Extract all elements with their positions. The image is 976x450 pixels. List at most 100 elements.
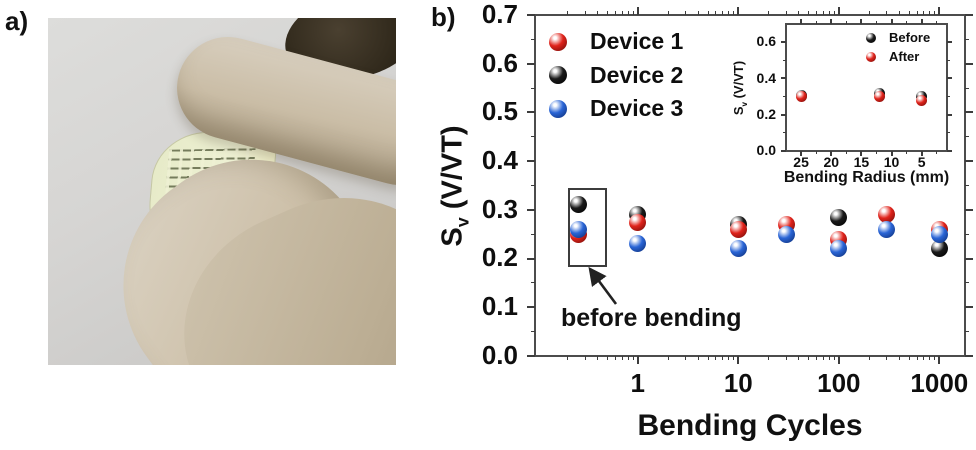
y-minor-tick xyxy=(965,233,969,235)
x-minor-tick xyxy=(828,11,830,15)
x-tick-label: 10 xyxy=(723,368,753,398)
bending-radius-inset: Sv (V/VT) Bending Radius (mm) 25 20 15 10 5 0… xyxy=(731,19,952,186)
y-major-tick xyxy=(781,41,786,44)
x-minor-tick xyxy=(614,11,616,15)
x-tick-label: 100 xyxy=(817,368,861,398)
y-minor-tick xyxy=(947,59,950,61)
x-minor-tick xyxy=(815,21,817,24)
x-minor-tick xyxy=(768,11,770,15)
inset-x-axis-label: Bending Radius (mm) xyxy=(783,169,950,186)
x-minor-tick xyxy=(936,151,938,154)
x-minor-tick xyxy=(886,356,888,360)
panel-b-label: b) xyxy=(431,2,456,32)
data-point-device-3 xyxy=(629,235,647,253)
x-minor-tick xyxy=(875,21,877,24)
x-minor-tick xyxy=(845,151,847,154)
y-tick-label: 0.5 xyxy=(481,96,518,127)
x-minor-tick xyxy=(607,356,608,360)
x-major-tick xyxy=(800,151,803,156)
x-minor-tick xyxy=(621,356,623,360)
inset-frame xyxy=(785,23,948,152)
data-point-device-3 xyxy=(878,220,896,238)
x-minor-tick xyxy=(808,356,810,360)
legend-marker-icon xyxy=(549,99,567,118)
y-tick-label: 0.0 xyxy=(481,339,518,370)
x-minor-tick xyxy=(875,151,877,154)
x-minor-tick xyxy=(898,356,900,360)
data-point-device-3 xyxy=(570,220,588,238)
y-tick-label: 0.0 xyxy=(756,142,776,159)
x-minor-tick xyxy=(768,356,770,360)
x-major-tick xyxy=(837,356,840,364)
y-major-tick xyxy=(965,111,973,114)
y-tick-label: 0.2 xyxy=(481,242,518,273)
x-minor-tick xyxy=(685,11,687,15)
y-tick-label: 0.3 xyxy=(481,193,518,224)
legend-label: Device 3 xyxy=(590,95,684,121)
x-minor-tick xyxy=(934,356,936,360)
data-point-device-2 xyxy=(930,240,948,258)
legend-label: Before xyxy=(889,30,931,45)
x-minor-tick xyxy=(685,356,687,360)
x-minor-tick xyxy=(934,11,936,15)
x-major-tick xyxy=(938,356,941,364)
x-major-tick xyxy=(890,151,893,156)
x-minor-tick xyxy=(929,356,931,360)
x-minor-tick xyxy=(936,21,938,24)
y-minor-tick xyxy=(783,59,786,61)
x-minor-tick xyxy=(728,356,730,360)
y-tick-label: 0.1 xyxy=(481,291,518,322)
x-minor-tick xyxy=(697,356,699,360)
y-major-tick xyxy=(965,257,973,260)
x-major-tick xyxy=(800,19,803,24)
x-minor-tick xyxy=(567,356,568,360)
x-tick-label: 25 xyxy=(793,154,809,170)
x-minor-tick xyxy=(722,11,724,15)
y-tick-label: 0.7 xyxy=(481,0,518,29)
x-minor-tick xyxy=(667,356,669,360)
data-point-after xyxy=(873,91,885,103)
legend-item-device-1: Device 1 xyxy=(549,28,683,55)
before-bending-box xyxy=(568,188,607,267)
y-minor-tick xyxy=(531,233,535,235)
x-minor-tick xyxy=(707,356,709,360)
y-tick-label: 0.6 xyxy=(481,47,518,78)
x-major-tick xyxy=(737,7,740,15)
x-minor-tick xyxy=(607,11,608,15)
x-minor-tick xyxy=(798,11,800,15)
y-major-tick xyxy=(965,355,973,357)
x-major-tick xyxy=(636,356,639,364)
data-point-device-1 xyxy=(878,206,896,224)
x-minor-tick xyxy=(597,11,599,15)
y-minor-tick xyxy=(965,185,969,186)
x-minor-tick xyxy=(614,356,616,360)
x-minor-tick xyxy=(733,11,735,15)
x-minor-tick xyxy=(833,11,835,15)
y-minor-tick xyxy=(531,331,535,333)
x-minor-tick xyxy=(627,356,629,360)
x-minor-tick xyxy=(908,356,910,360)
legend-label: After xyxy=(889,49,920,64)
y-axis-label: Sv (V/VT) xyxy=(436,124,473,247)
x-tick-label: 5 xyxy=(917,154,926,170)
x-major-tick xyxy=(920,19,923,24)
x-major-tick xyxy=(860,19,863,24)
x-minor-tick xyxy=(923,11,925,15)
y-major-tick xyxy=(527,111,535,114)
x-minor-tick xyxy=(632,11,634,15)
x-minor-tick xyxy=(728,11,730,15)
x-tick-label: 15 xyxy=(853,154,870,170)
y-major-tick xyxy=(781,150,786,152)
y-major-tick xyxy=(527,62,535,65)
x-minor-tick xyxy=(898,11,900,15)
x-major-tick xyxy=(938,7,941,15)
data-point-device-3 xyxy=(830,240,848,258)
y-minor-tick xyxy=(965,38,969,40)
data-point-after xyxy=(916,94,928,106)
data-point-device-3 xyxy=(777,225,795,243)
y-major-tick xyxy=(527,14,535,16)
x-major-tick xyxy=(860,151,863,156)
y-minor-tick xyxy=(965,282,969,284)
x-minor-tick xyxy=(584,356,586,360)
